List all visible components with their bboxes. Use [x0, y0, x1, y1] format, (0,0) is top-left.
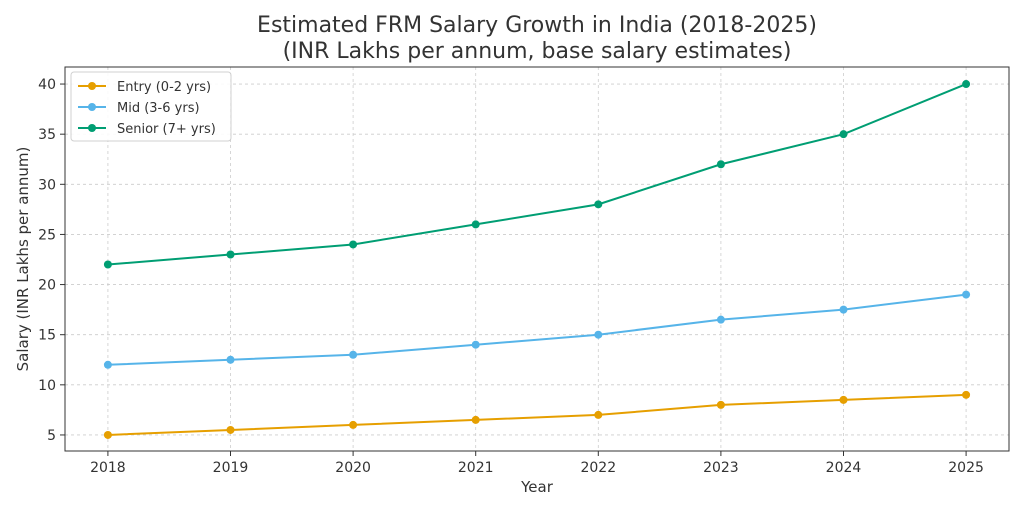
legend-marker	[88, 82, 96, 90]
y-axis-label: Salary (INR Lakhs per annum)	[14, 147, 32, 372]
series-2	[103, 80, 971, 269]
x-tick-label: 2023	[703, 460, 739, 476]
data-point	[716, 160, 725, 169]
x-tick-label: 2024	[826, 460, 862, 476]
data-point	[103, 360, 112, 369]
data-point	[226, 355, 235, 364]
data-point	[839, 305, 848, 314]
legend-label: Senior (7+ yrs)	[117, 122, 216, 137]
data-point	[103, 430, 112, 439]
series-line	[107, 83, 967, 266]
y-tick-label: 10	[38, 378, 56, 394]
y-tick-label: 30	[38, 177, 56, 193]
data-point	[349, 240, 358, 249]
x-tick-label: 2019	[213, 460, 249, 476]
data-point	[226, 425, 235, 434]
x-tick-label: 2018	[90, 460, 126, 476]
y-tick-label: 5	[47, 428, 56, 444]
x-axis-label: Year	[520, 478, 554, 496]
series-line	[107, 293, 967, 366]
x-tick-label: 2020	[335, 460, 371, 476]
data-point	[716, 400, 725, 409]
legend-label: Entry (0-2 yrs)	[117, 80, 211, 95]
plot-frame	[64, 66, 1010, 452]
x-tick-label: 2022	[580, 460, 616, 476]
data-point	[349, 350, 358, 359]
data-point	[962, 390, 971, 399]
legend: Entry (0-2 yrs) Mid (3-6 yrs) Senior (7+ y…	[70, 71, 232, 142]
x-tick-label: 2021	[458, 460, 494, 476]
data-point	[594, 330, 603, 339]
data-point	[226, 250, 235, 259]
legend-box	[70, 71, 232, 142]
data-point	[103, 260, 112, 269]
data-point	[962, 80, 971, 89]
legend-marker	[88, 124, 96, 132]
axes: 2018 2019 2020 2021 2022 2023 2024 202551015202…	[38, 66, 1010, 476]
y-tick-label: 20	[38, 278, 56, 294]
y-tick-label: 40	[38, 77, 56, 93]
data-point	[962, 290, 971, 299]
legend-marker	[88, 103, 96, 111]
series-line	[107, 393, 967, 436]
series-group	[103, 80, 971, 439]
y-tick-label: 35	[38, 127, 56, 143]
data-point	[716, 315, 725, 324]
chart-subtitle: (INR Lakhs per annum, base salary estima…	[283, 39, 792, 64]
data-point	[839, 395, 848, 404]
series-1	[103, 290, 971, 369]
series-0	[103, 390, 971, 439]
data-point	[594, 200, 603, 209]
x-tick-label: 2025	[948, 460, 984, 476]
data-point	[471, 340, 480, 349]
data-point	[471, 415, 480, 424]
legend-label: Mid (3-6 yrs)	[117, 101, 200, 116]
data-point	[349, 420, 358, 429]
y-tick-label: 25	[38, 227, 56, 243]
data-point	[471, 220, 480, 229]
y-tick-label: 15	[38, 328, 56, 344]
chart-title: Estimated FRM Salary Growth in India (20…	[257, 13, 817, 38]
data-point	[839, 130, 848, 139]
data-point	[594, 410, 603, 419]
